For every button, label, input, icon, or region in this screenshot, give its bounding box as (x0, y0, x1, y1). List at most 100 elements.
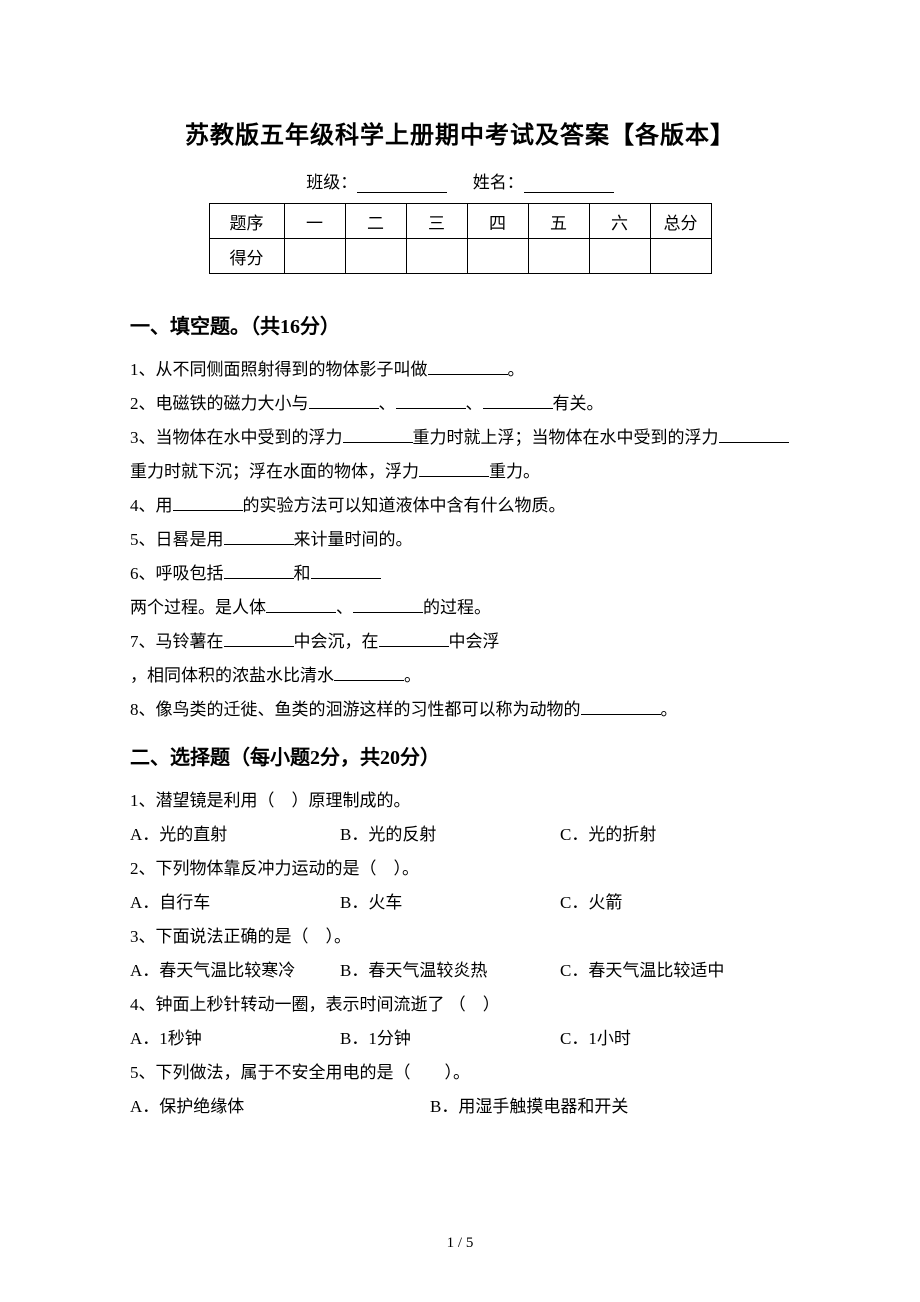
option-b[interactable]: B．用湿手触摸电器和开关 (430, 1090, 730, 1124)
q2-2-options: A．自行车 B．火车 C．火箭 (130, 886, 790, 920)
fill-blank[interactable] (719, 426, 789, 443)
score-cell[interactable] (589, 239, 650, 274)
text: 8、像鸟类的迁徙、鱼类的洄游这样的习性都可以称为动物的 (130, 700, 581, 719)
name-label: 姓名： (473, 173, 524, 192)
text: 。 (404, 666, 421, 685)
q2-4: 4、钟面上秒针转动一圈，表示时间流逝了 （ ） (130, 988, 790, 1022)
q1-8: 8、像鸟类的迁徙、鱼类的洄游这样的习性都可以称为动物的 。 (130, 693, 790, 727)
option-a[interactable]: A．保护绝缘体 (130, 1090, 430, 1124)
class-label: 班级： (306, 173, 357, 192)
option-a[interactable]: A．光的直射 (130, 818, 340, 852)
section-1-heading: 一、填空题。（共16分） (130, 310, 790, 339)
text: 重力。 (489, 462, 540, 481)
text: 7、马铃薯在 (130, 632, 224, 651)
student-info-line: 班级： 姓名： (130, 168, 790, 193)
fill-blank[interactable] (343, 426, 413, 443)
fill-blank[interactable] (396, 392, 466, 409)
fill-blank[interactable] (224, 630, 294, 647)
text: 重力时就上浮；当物体在水中受到的浮力 (413, 428, 719, 447)
q1-2: 2、电磁铁的磁力大小与 、 、 有关。 (130, 387, 790, 421)
text: 4、用 (130, 496, 173, 515)
q1-7b: ，相同体积的浓盐水比清水 。 (130, 659, 790, 693)
page-title: 苏教版五年级科学上册期中考试及答案【各版本】 (130, 115, 790, 150)
fill-blank[interactable] (419, 460, 489, 477)
q2-5-options: A．保护绝缘体 B．用湿手触摸电器和开关 (130, 1090, 790, 1124)
text: 和 (294, 564, 311, 583)
score-cell[interactable] (467, 239, 528, 274)
option-c[interactable]: C．光的折射 (560, 818, 770, 852)
score-cell[interactable] (650, 239, 711, 274)
fill-blank[interactable] (311, 562, 381, 579)
q1-3: 3、当物体在水中受到的浮力重力时就上浮；当物体在水中受到的浮力重力时就下沉；浮在… (130, 421, 790, 489)
score-col-6: 六 (589, 204, 650, 239)
text: 来计量时间的。 (294, 530, 413, 549)
name-blank[interactable] (524, 174, 614, 193)
fill-blank[interactable] (266, 596, 336, 613)
q2-3: 3、下面说法正确的是（ ）。 (130, 920, 790, 954)
score-col-3: 三 (406, 204, 467, 239)
score-cell[interactable] (528, 239, 589, 274)
text: 1、从不同侧面照射得到的物体影子叫做 (130, 360, 428, 379)
text: 、 (466, 394, 483, 413)
text: 2、电磁铁的磁力大小与 (130, 394, 309, 413)
option-c[interactable]: C．春天气温比较适中 (560, 954, 770, 988)
fill-blank[interactable] (334, 664, 404, 681)
score-col-1: 一 (284, 204, 345, 239)
fill-blank[interactable] (224, 528, 294, 545)
score-cell[interactable] (345, 239, 406, 274)
text: 、 (336, 598, 353, 617)
option-b[interactable]: B．1分钟 (340, 1022, 560, 1056)
q2-1-options: A．光的直射 B．光的反射 C．光的折射 (130, 818, 790, 852)
score-col-5: 五 (528, 204, 589, 239)
fill-blank[interactable] (483, 392, 553, 409)
class-blank[interactable] (357, 174, 447, 193)
option-a[interactable]: A．1秒钟 (130, 1022, 340, 1056)
option-b[interactable]: B．光的反射 (340, 818, 560, 852)
table-row: 题序 一 二 三 四 五 六 总分 (209, 204, 711, 239)
text: 重力时就下沉；浮在水面的物体，浮力 (130, 462, 419, 481)
option-c[interactable]: C．火箭 (560, 886, 770, 920)
text: 、 (379, 394, 396, 413)
text: 的过程。 (423, 598, 491, 617)
page-number: 1 / 5 (0, 1235, 920, 1252)
score-row-label: 题序 (209, 204, 284, 239)
score-col-2: 二 (345, 204, 406, 239)
text: 两个过程。是人体 (130, 598, 266, 617)
fill-blank[interactable] (224, 562, 294, 579)
q1-1: 1、从不同侧面照射得到的物体影子叫做。 (130, 353, 790, 387)
text: ，相同体积的浓盐水比清水 (130, 666, 334, 685)
text: 。 (661, 700, 678, 719)
score-table: 题序 一 二 三 四 五 六 总分 得分 (209, 203, 712, 274)
q1-7: 7、马铃薯在中会沉，在中会浮 (130, 625, 790, 659)
table-row: 得分 (209, 239, 711, 274)
option-c[interactable]: C．1小时 (560, 1022, 770, 1056)
option-a[interactable]: A．春天气温比较寒冷 (130, 954, 340, 988)
q1-4: 4、用 的实验方法可以知道液体中含有什么物质。 (130, 489, 790, 523)
q1-5: 5、日晷是用来计量时间的。 (130, 523, 790, 557)
text: 中会沉，在 (294, 632, 379, 651)
option-a[interactable]: A．自行车 (130, 886, 340, 920)
option-b[interactable]: B．春天气温较炎热 (340, 954, 560, 988)
score-col-4: 四 (467, 204, 528, 239)
q2-1: 1、潜望镜是利用（ ）原理制成的。 (130, 784, 790, 818)
score-cell[interactable] (284, 239, 345, 274)
text: 6、呼吸包括 (130, 564, 224, 583)
fill-blank[interactable] (379, 630, 449, 647)
q1-6b: 两个过程。是人体 、 的过程。 (130, 591, 790, 625)
fill-blank[interactable] (173, 494, 243, 511)
score-col-total: 总分 (650, 204, 711, 239)
fill-blank[interactable] (353, 596, 423, 613)
q2-4-options: A．1秒钟 B．1分钟 C．1小时 (130, 1022, 790, 1056)
option-b[interactable]: B．火车 (340, 886, 560, 920)
text: 有关。 (553, 394, 604, 413)
fill-blank[interactable] (581, 698, 661, 715)
score-row-label: 得分 (209, 239, 284, 274)
exam-page: 苏教版五年级科学上册期中考试及答案【各版本】 班级： 姓名： 题序 一 二 三 … (0, 0, 920, 1302)
score-cell[interactable] (406, 239, 467, 274)
fill-blank[interactable] (309, 392, 379, 409)
fill-blank[interactable] (428, 358, 508, 375)
q1-6: 6、呼吸包括 和 (130, 557, 790, 591)
text: 的实验方法可以知道液体中含有什么物质。 (243, 496, 566, 515)
q2-2: 2、下列物体靠反冲力运动的是（ ）。 (130, 852, 790, 886)
q2-3-options: A．春天气温比较寒冷 B．春天气温较炎热 C．春天气温比较适中 (130, 954, 790, 988)
